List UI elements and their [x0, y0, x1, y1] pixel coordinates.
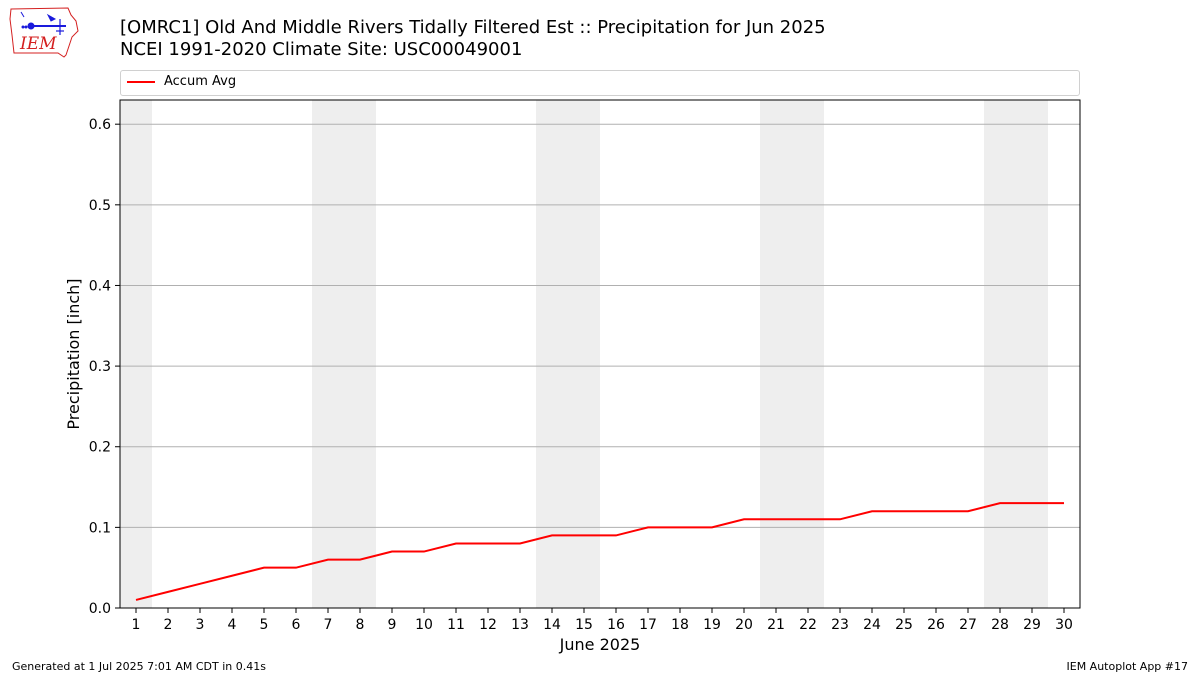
weekend-band — [344, 100, 376, 608]
x-tick-label: 16 — [607, 617, 625, 633]
weekend-band — [568, 100, 600, 608]
y-tick-label: 0.2 — [89, 440, 111, 456]
x-tick-label: 20 — [735, 617, 753, 633]
logo-text: IEM — [19, 34, 57, 54]
legend-swatch-accum-avg — [127, 81, 155, 83]
x-tick-label: 23 — [831, 617, 849, 633]
x-tick-label: 8 — [356, 617, 365, 633]
footer-generated-text: Generated at 1 Jul 2025 7:01 AM CDT in 0… — [12, 660, 266, 673]
iem-logo: IEM — [8, 5, 80, 59]
x-tick-label: 28 — [991, 617, 1009, 633]
x-tick-label: 3 — [196, 617, 205, 633]
x-tick-label: 29 — [1023, 617, 1041, 633]
x-tick-label: 1 — [132, 617, 141, 633]
chart-title-line1: [OMRC1] Old And Middle Rivers Tidally Fi… — [120, 17, 826, 38]
x-tick-label: 18 — [671, 617, 689, 633]
x-tick-label: 5 — [260, 617, 269, 633]
x-tick-label: 21 — [767, 617, 785, 633]
plot-frame — [119, 99, 1081, 609]
y-tick-label: 0.0 — [89, 601, 111, 617]
weekend-band — [984, 100, 1016, 608]
x-tick-label: 6 — [292, 617, 301, 633]
weekend-band — [312, 100, 344, 608]
x-tick-label: 2 — [164, 617, 173, 633]
x-tick-label: 27 — [959, 617, 977, 633]
y-axis-label: Precipitation [inch] — [64, 278, 83, 429]
weekend-band — [120, 100, 152, 608]
weekend-band — [792, 100, 824, 608]
x-tick-label: 22 — [799, 617, 817, 633]
x-tick-label: 25 — [895, 617, 913, 633]
x-tick-label: 17 — [639, 617, 657, 633]
x-tick-label: 11 — [447, 617, 465, 633]
footer-app-text: IEM Autoplot App #17 — [1066, 660, 1189, 673]
x-tick-label: 13 — [511, 617, 529, 633]
y-tick-label: 0.5 — [89, 198, 111, 214]
weekend-band — [536, 100, 568, 608]
x-tick-label: 14 — [543, 617, 561, 633]
weekend-band — [1016, 100, 1048, 608]
chart-legend: Accum Avg — [120, 70, 1080, 96]
series-line-accum-avg — [135, 502, 1064, 601]
x-tick-label: 15 — [575, 617, 593, 633]
chart-title-line2: NCEI 1991-2020 Climate Site: USC00049001 — [120, 39, 523, 60]
y-tick-label: 0.1 — [89, 520, 111, 536]
chart-title: [OMRC1] Old And Middle Rivers Tidally Fi… — [120, 17, 826, 61]
y-tick-label: 0.3 — [89, 359, 111, 375]
x-tick-label: 24 — [863, 617, 881, 633]
x-tick-label: 12 — [479, 617, 497, 633]
x-tick-label: 7 — [324, 617, 333, 633]
y-tick-label: 0.4 — [89, 278, 111, 294]
weather-symbols-icon — [20, 11, 66, 35]
x-tick-label: 26 — [927, 617, 945, 633]
x-tick-label: 9 — [388, 617, 397, 633]
x-tick-label: 10 — [415, 617, 433, 633]
x-axis-label: June 2025 — [559, 635, 641, 654]
x-tick-label: 30 — [1055, 617, 1073, 633]
legend-label-accum-avg: Accum Avg — [164, 74, 237, 89]
x-tick-label: 19 — [703, 617, 721, 633]
y-tick-label: 0.6 — [89, 117, 111, 133]
weekend-band — [760, 100, 792, 608]
iowa-outline-icon — [9, 7, 79, 58]
x-tick-label: 4 — [228, 617, 237, 633]
